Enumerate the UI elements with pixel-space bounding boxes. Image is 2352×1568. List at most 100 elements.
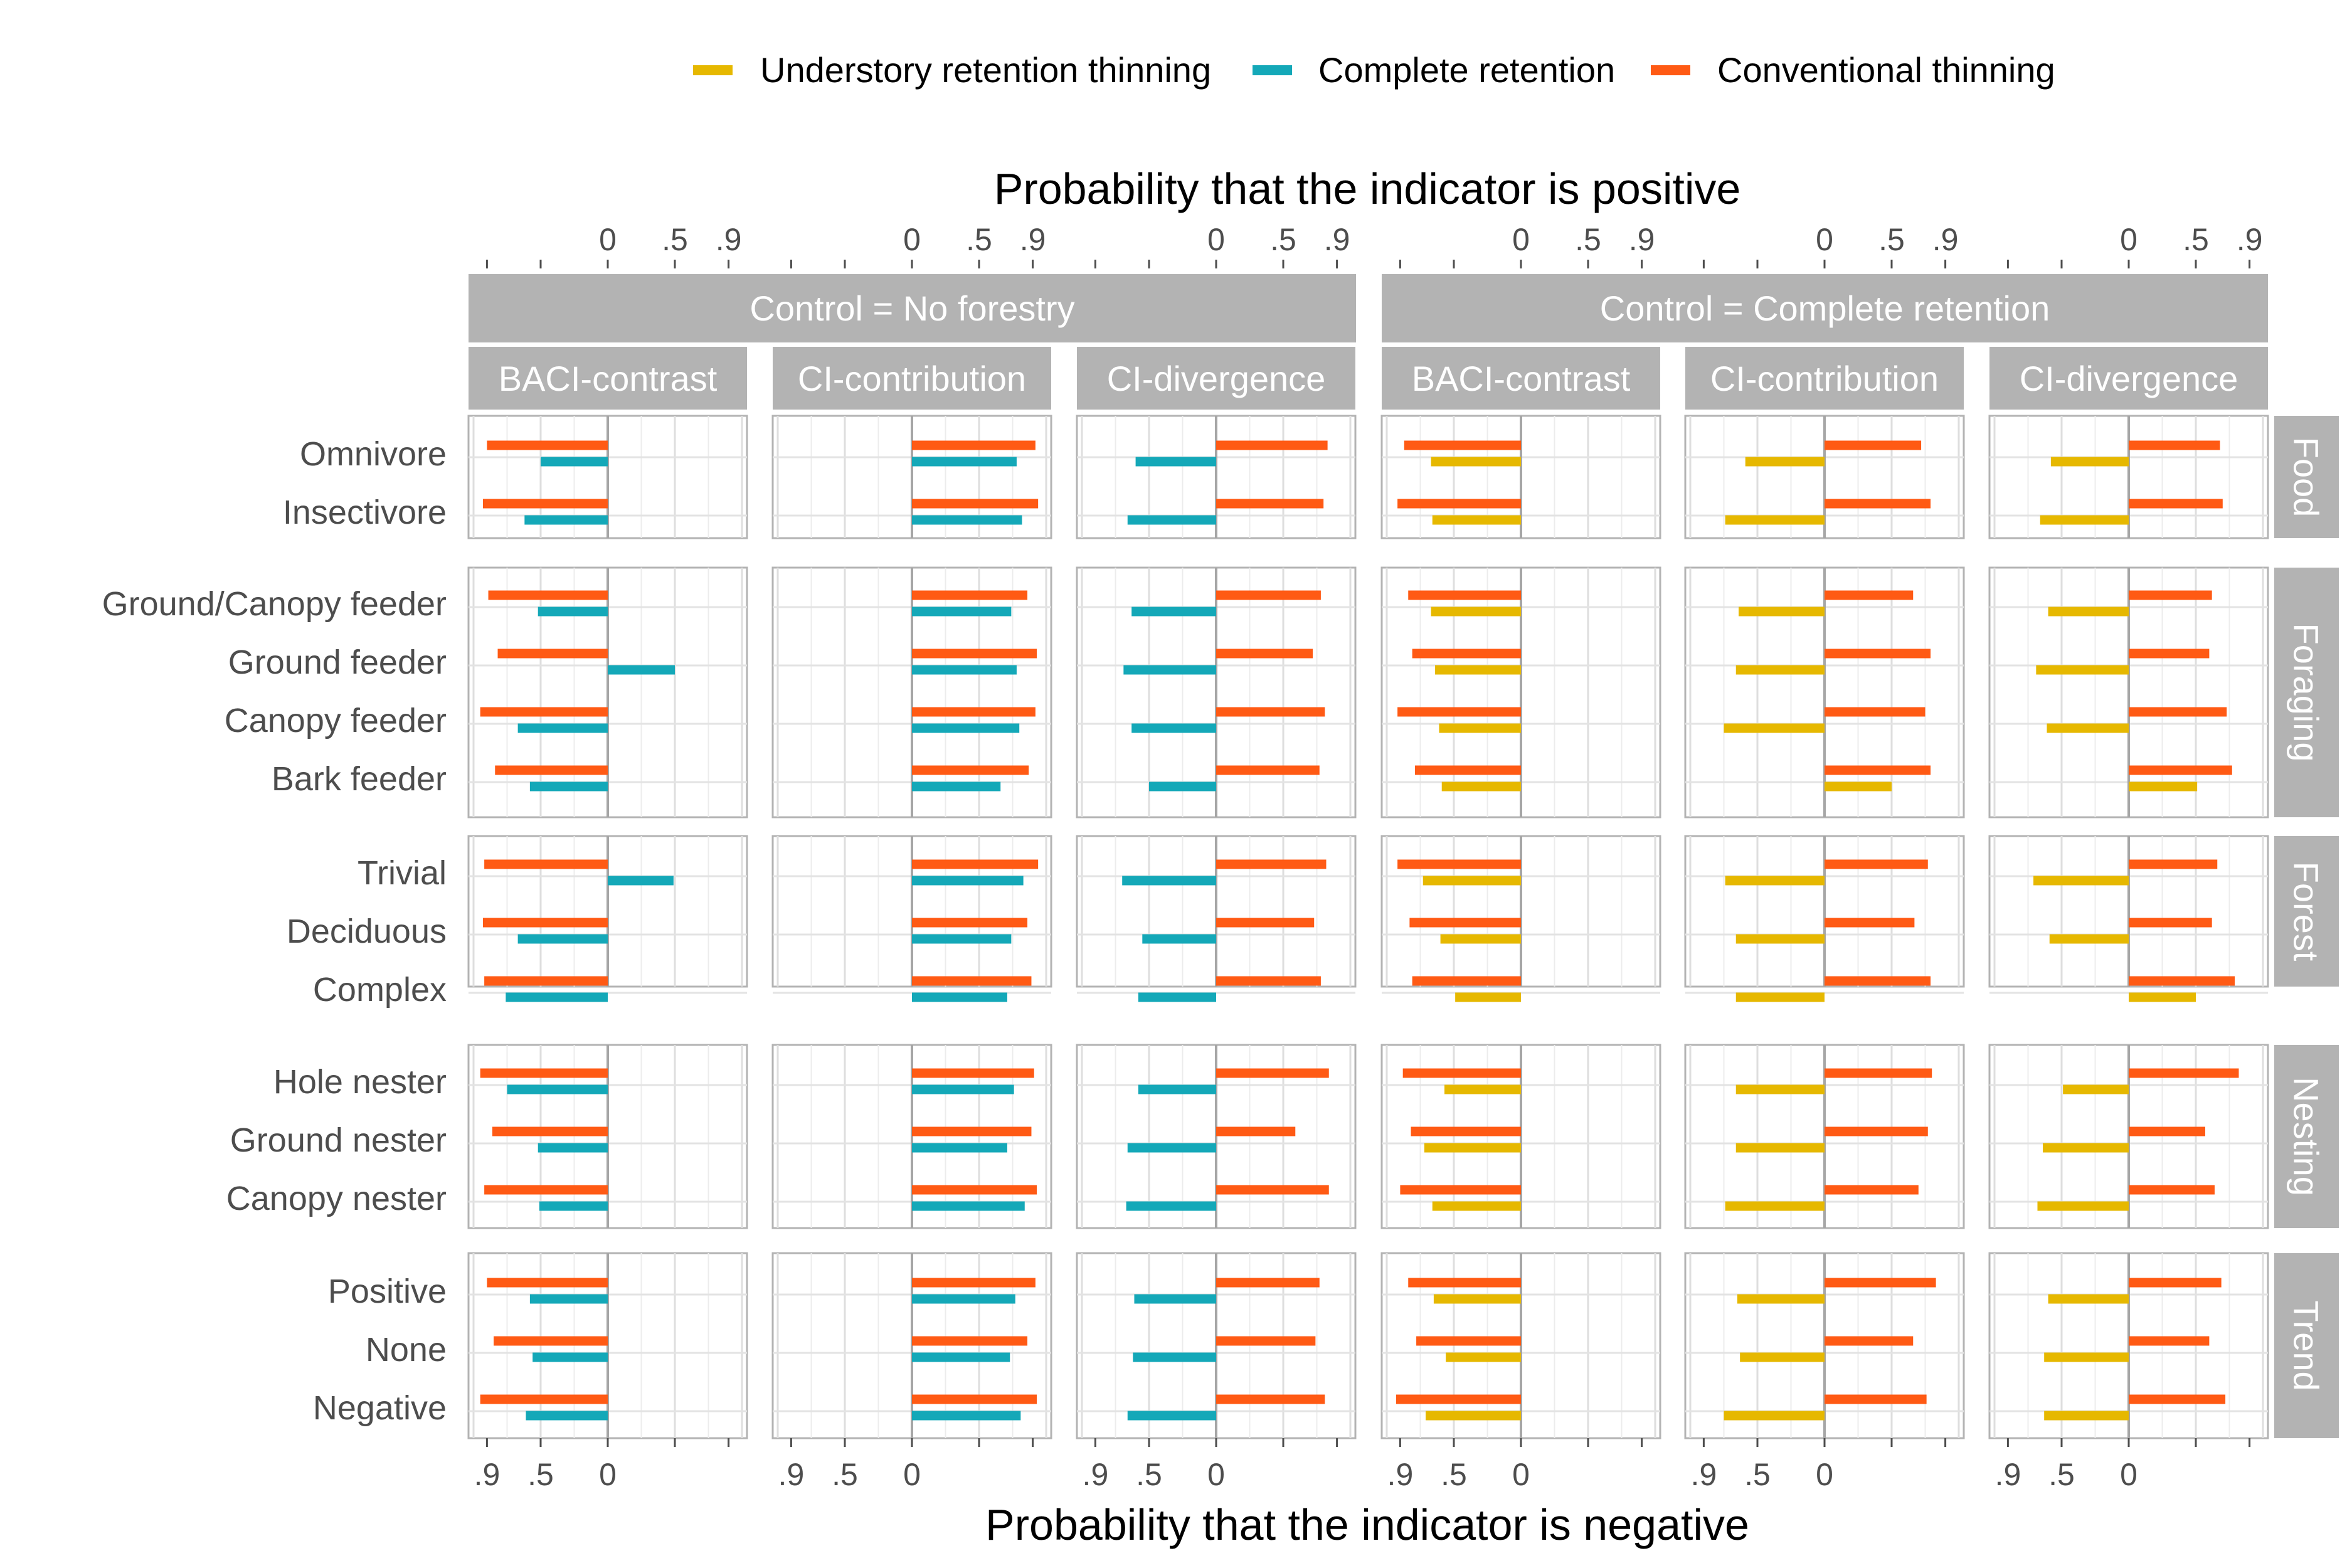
panel-4 — [1380, 415, 1661, 1439]
legend-item-understory: Understory retention thinning — [693, 50, 1211, 90]
bar-conventional-thinning-complex — [1412, 976, 1521, 986]
bar-understory-retention-thinning-insectivore — [1725, 515, 1825, 525]
bottom-tick-label: .5 — [527, 1457, 554, 1492]
bottom-tick-label: 0 — [599, 1457, 617, 1492]
bar-understory-retention-thinning-ground-feeder — [2036, 665, 2129, 675]
bar-conventional-thinning-none — [494, 1336, 608, 1346]
bar-conventional-thinning-deciduous — [1216, 918, 1315, 928]
bar-understory-retention-thinning-complex — [1735, 992, 1825, 1002]
bar-complete-retention-bark-feeder — [1149, 781, 1216, 792]
bar-conventional-thinning-insectivore — [1397, 499, 1521, 509]
legend-item-conventional: Conventional thinning — [1651, 50, 2055, 90]
strip-background — [2274, 1045, 2339, 1228]
bar-understory-retention-thinning-trivial — [2033, 876, 2129, 886]
bar-conventional-thinning-ground-canopy-feeder — [488, 590, 608, 600]
bottom-tick-label: .9 — [778, 1457, 805, 1492]
row-label-hole-nester: Hole nester — [273, 1063, 447, 1101]
bar-conventional-thinning-bark-feeder — [912, 765, 1029, 775]
bottom-axis-5: .9 .5 0 — [1691, 1438, 1947, 1492]
bar-understory-retention-thinning-ground-feeder — [1735, 665, 1825, 675]
bar-conventional-thinning-hole-nester — [912, 1068, 1034, 1078]
bottom-tick-label: .5 — [832, 1457, 858, 1492]
bar-conventional-thinning-canopy-nester — [1825, 1185, 1919, 1195]
bar-understory-retention-thinning-positive — [1433, 1294, 1521, 1304]
bar-understory-retention-thinning-hole-nester — [1735, 1084, 1825, 1094]
bar-understory-retention-thinning-none — [1740, 1352, 1825, 1362]
bar-understory-retention-thinning-ground-nester — [1735, 1143, 1825, 1153]
bar-understory-retention-thinning-none — [1446, 1352, 1521, 1362]
top-axis-2: 0 .5 .9 — [790, 222, 1046, 268]
bar-conventional-thinning-bark-feeder — [1414, 765, 1521, 775]
strip-background — [469, 274, 1356, 342]
strip-background — [2274, 836, 2339, 987]
top-tick-label: 0 — [1512, 222, 1530, 257]
strip-background — [2274, 416, 2339, 538]
bar-complete-retention-ground-feeder — [608, 665, 675, 675]
bottom-tick-label: .5 — [1136, 1457, 1162, 1492]
facet-trend — [1076, 1252, 1357, 1439]
bar-complete-retention-positive — [1134, 1294, 1216, 1304]
group-strip-nesting: Nesting — [2274, 1045, 2339, 1228]
row-label-omnivore: Omnivore — [300, 435, 447, 473]
bottom-tick-label: .5 — [1744, 1457, 1771, 1492]
row-label-ground-nester: Ground nester — [230, 1121, 447, 1159]
bar-understory-retention-thinning-hole-nester — [2063, 1084, 2129, 1094]
bottom-tick-label: .5 — [2048, 1457, 2075, 1492]
bottom-axis-6: .9 .5 0 — [1995, 1438, 2251, 1492]
bar-conventional-thinning-insectivore — [2129, 499, 2223, 509]
bar-complete-retention-bark-feeder — [529, 781, 608, 792]
bar-understory-retention-thinning-bark-feeder — [1825, 781, 1892, 792]
bar-conventional-thinning-trivial — [1216, 859, 1327, 869]
bar-conventional-thinning-insectivore — [912, 499, 1039, 509]
bar-conventional-thinning-omnivore — [1825, 440, 1922, 450]
panel-2 — [771, 415, 1052, 1439]
bar-conventional-thinning-trivial — [2129, 859, 2218, 869]
bar-conventional-thinning-ground-nester — [2129, 1126, 2205, 1136]
bar-complete-retention-trivial — [912, 876, 1024, 886]
bar-complete-retention-insectivore — [524, 515, 608, 525]
facet-foraging — [771, 566, 1052, 818]
bar-understory-retention-thinning-complex — [1455, 992, 1521, 1002]
group-strip-trend: Trend — [2274, 1253, 2339, 1438]
bar-complete-retention-bark-feeder — [912, 781, 1001, 792]
row-label-positive: Positive — [328, 1273, 447, 1310]
bottom-axis-1: .9 .5 0 — [474, 1438, 730, 1492]
bar-complete-retention-trivial — [1122, 876, 1216, 886]
bar-conventional-thinning-none — [2129, 1336, 2210, 1346]
bar-complete-retention-trivial — [608, 876, 674, 886]
facet-forest — [1076, 835, 1357, 1002]
panels — [467, 415, 2269, 1439]
bar-understory-retention-thinning-canopy-nester — [2037, 1201, 2129, 1211]
bar-complete-retention-negative — [526, 1411, 608, 1421]
strip-background — [2274, 1253, 2339, 1438]
bottom-tick-label: 0 — [2120, 1457, 2137, 1492]
bar-understory-retention-thinning-canopy-feeder — [1439, 723, 1521, 733]
bar-conventional-thinning-ground-canopy-feeder — [1825, 590, 1914, 600]
bar-conventional-thinning-ground-canopy-feeder — [912, 590, 1028, 600]
bar-complete-retention-deciduous — [912, 934, 1012, 944]
bar-conventional-thinning-canopy-feeder — [1397, 707, 1521, 717]
bar-understory-retention-thinning-none — [2044, 1352, 2129, 1362]
metric-strip-label: CI-contribution — [1710, 359, 1939, 398]
facet-foraging — [467, 566, 748, 818]
bar-conventional-thinning-trivial — [484, 859, 608, 869]
bar-complete-retention-insectivore — [1127, 515, 1216, 525]
facet-foraging — [1988, 566, 2269, 818]
legend-label-understory: Understory retention thinning — [760, 50, 1211, 90]
bar-complete-retention-canopy-nester — [539, 1201, 608, 1211]
strip-background — [2274, 568, 2339, 817]
bar-complete-retention-canopy-feeder — [912, 723, 1020, 733]
metric-strip-label: BACI-contrast — [1412, 359, 1631, 398]
row-labels: Omnivore Insectivore Ground/Canopy feeder G… — [102, 435, 447, 1427]
bottom-axis-3: .9 .5 0 — [1083, 1438, 1338, 1492]
metric-strip-5: CI-contribution — [1685, 347, 1964, 410]
bar-conventional-thinning-bark-feeder — [2129, 765, 2232, 775]
facet-food — [1076, 415, 1357, 539]
panel-3 — [1076, 415, 1357, 1439]
bar-understory-retention-thinning-negative — [1426, 1411, 1521, 1421]
top-tick-label: .9 — [716, 222, 742, 257]
bar-understory-retention-thinning-deciduous — [1440, 934, 1521, 944]
bar-understory-retention-thinning-omnivore — [1431, 457, 1521, 467]
facet-nesting — [467, 1044, 748, 1229]
bar-complete-retention-canopy-nester — [1126, 1201, 1216, 1211]
